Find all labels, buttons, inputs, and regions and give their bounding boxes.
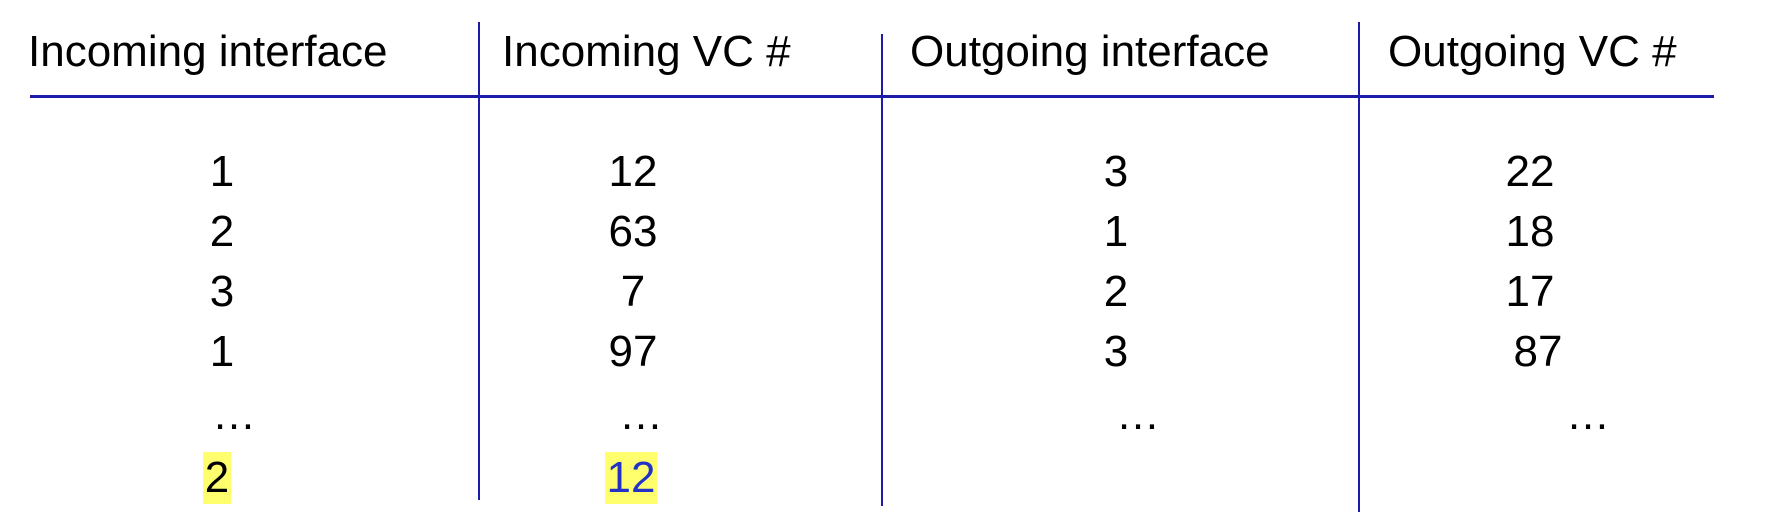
table-cell: 3 — [1103, 327, 1129, 376]
table-cell: 2 — [1103, 267, 1129, 316]
table-cell: 17 — [1505, 267, 1555, 316]
ellipsis: … — [212, 390, 256, 439]
table-cell: 87 — [1513, 327, 1563, 376]
table-cell: 1 — [1103, 207, 1129, 256]
header-incoming-interface: Incoming interface — [28, 27, 388, 76]
table-cell: 7 — [620, 267, 646, 316]
table-cell: 22 — [1505, 147, 1555, 196]
highlighted-cell-incoming-interface: 2 — [157, 452, 277, 504]
header-outgoing-vc: Outgoing VC # — [1388, 27, 1677, 76]
table-cell: 18 — [1505, 207, 1555, 256]
table-cell: 1 — [209, 327, 235, 376]
ellipsis: … — [1566, 390, 1610, 439]
column-divider-2 — [881, 34, 883, 506]
table-cell: 3 — [209, 267, 235, 316]
table-cell: 63 — [608, 207, 658, 256]
table-cell: 1 — [209, 147, 235, 196]
highlighted-cell-incoming-vc: 12 — [571, 452, 691, 504]
header-outgoing-interface: Outgoing interface — [910, 27, 1270, 76]
table-cell: 97 — [608, 327, 658, 376]
table-cell: 12 — [608, 147, 658, 196]
column-divider-3 — [1358, 22, 1360, 512]
table-cell: 3 — [1103, 147, 1129, 196]
header-incoming-vc: Incoming VC # — [502, 27, 791, 76]
highlighted-value: 2 — [202, 452, 232, 504]
table-cell: 2 — [209, 207, 235, 256]
ellipsis: … — [619, 390, 663, 439]
ellipsis: … — [1116, 390, 1160, 439]
header-divider — [30, 95, 1714, 98]
highlighted-value: 12 — [604, 452, 658, 504]
column-divider-1 — [478, 22, 480, 500]
